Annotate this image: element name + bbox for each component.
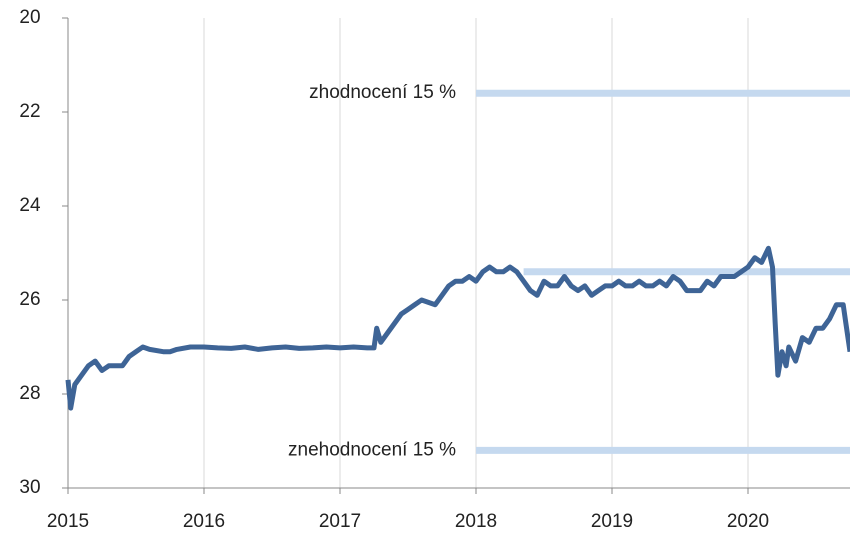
x-tick-label: 2016 xyxy=(183,511,225,532)
y-tick-label: 24 xyxy=(19,195,41,216)
x-tick-label: 2017 xyxy=(319,511,361,532)
x-tick-label: 2020 xyxy=(727,511,769,532)
y-tick-label: 28 xyxy=(19,383,40,404)
y-tick-label: 22 xyxy=(19,101,40,122)
reference-label: znehodnocení 15 % xyxy=(288,439,456,460)
y-tick-label: 20 xyxy=(19,7,40,28)
y-tick-label: 26 xyxy=(19,289,40,310)
x-tick-label: 2018 xyxy=(455,511,497,532)
x-tick-label: 2019 xyxy=(591,511,633,532)
y-tick-label: 30 xyxy=(19,477,40,498)
reference-label: zhodnocení 15 % xyxy=(309,82,456,103)
x-tick-label: 2015 xyxy=(47,511,89,532)
data-line xyxy=(65,245,850,411)
